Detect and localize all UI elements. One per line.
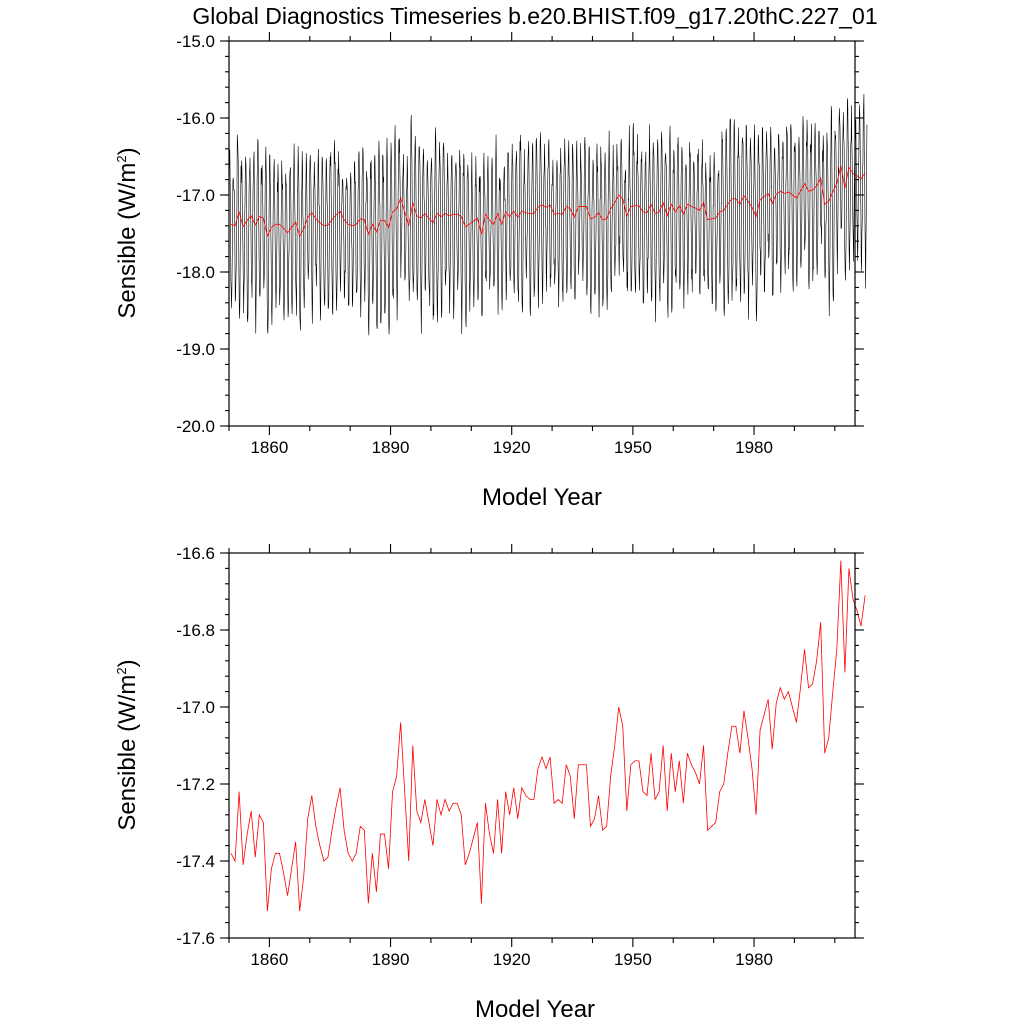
top-y-axis-label: Sensible (W/m2) bbox=[114, 147, 141, 318]
bottom-y-tick-labels: -17.6 -17.4 -17.2 -17.0 -16.8 -16.6 bbox=[176, 544, 215, 948]
top-tick-marks bbox=[220, 32, 864, 435]
top-y-tick-labels: -20.0 -19.0 -18.0 -17.0 -16.0 -15.0 bbox=[176, 32, 215, 436]
x-tick-label: 1980 bbox=[735, 950, 773, 969]
top-x-axis-label: Model Year bbox=[482, 484, 602, 511]
x-tick-label: 1890 bbox=[372, 438, 410, 457]
bottom-x-axis-label: Model Year bbox=[475, 996, 595, 1023]
x-tick-label: 1950 bbox=[614, 950, 652, 969]
y-tick-label: -20.0 bbox=[176, 417, 215, 436]
annual-mean-line-top bbox=[230, 165, 866, 238]
x-tick-label: 1860 bbox=[250, 950, 288, 969]
top-plot-frame bbox=[228, 40, 856, 427]
y-tick-label: -17.6 bbox=[176, 929, 215, 948]
y-tick-label: -17.2 bbox=[176, 775, 215, 794]
bottom-panel: -17.6-17.4-17.2-17.0-16.8-16.6 1860 1890 1… bbox=[114, 544, 866, 1023]
x-tick-label: 1950 bbox=[614, 438, 652, 457]
bottom-plot-frame bbox=[228, 552, 856, 939]
y-tick-label: -16.0 bbox=[176, 109, 215, 128]
x-tick-label: 1860 bbox=[250, 438, 288, 457]
top-panel: -20.0-19.0-18.0-17.0-16.0-15.0 1860 1890 1… bbox=[114, 32, 868, 511]
x-tick-label: 1920 bbox=[493, 438, 531, 457]
y-tick-label: -16.8 bbox=[176, 621, 215, 640]
monthly-series-line bbox=[228, 94, 868, 336]
y-tick-label: -18.0 bbox=[176, 263, 215, 282]
y-tick-label: -17.0 bbox=[176, 698, 215, 717]
bottom-y-axis-label: Sensible (W/m2) bbox=[114, 659, 141, 830]
x-tick-label: 1890 bbox=[372, 950, 410, 969]
top-x-tick-labels: 1860 1890 1920 1950 1980 bbox=[250, 438, 772, 457]
y-tick-label: -19.0 bbox=[176, 340, 215, 359]
annual-mean-line-bottom bbox=[230, 560, 866, 912]
y-tick-label: -16.6 bbox=[176, 544, 215, 563]
bottom-x-tick-labels: 1860 1890 1920 1950 1980 bbox=[250, 950, 772, 969]
figure-title: Global Diagnostics Timeseries b.e20.BHIS… bbox=[192, 3, 877, 29]
x-tick-label: 1920 bbox=[493, 950, 531, 969]
y-tick-label: -17.0 bbox=[176, 186, 215, 205]
y-tick-label: -15.0 bbox=[176, 32, 215, 51]
bottom-tick-marks bbox=[220, 544, 864, 947]
x-tick-label: 1980 bbox=[735, 438, 773, 457]
y-tick-label: -17.4 bbox=[176, 852, 215, 871]
